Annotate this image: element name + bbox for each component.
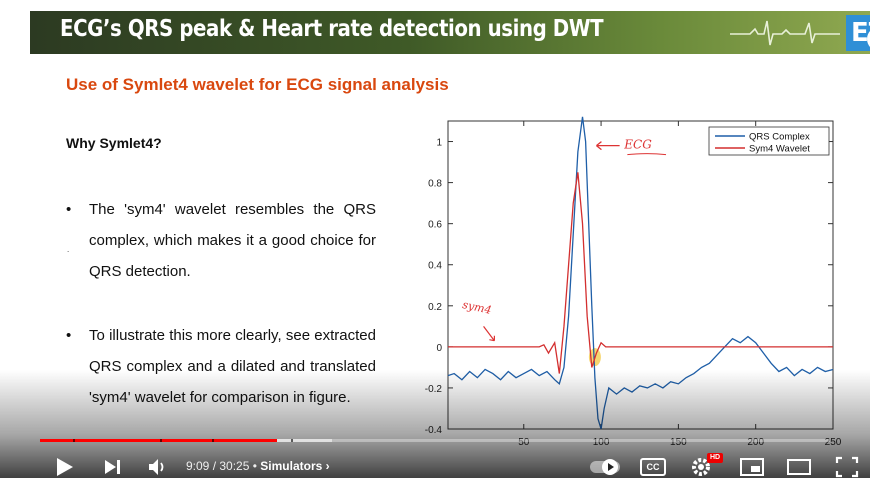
chapter-chevron[interactable]: ›: [325, 459, 330, 473]
current-time: 9:09: [186, 459, 210, 473]
info-icon[interactable]: i: [867, 27, 870, 51]
autoplay-toggle[interactable]: [588, 452, 624, 478]
time-separator: /: [209, 459, 220, 473]
ecg-arrow: [596, 141, 620, 151]
plot-area: [447, 120, 834, 430]
y-tick-label: 1: [436, 138, 442, 149]
y-tick-label: -0.4: [425, 425, 443, 436]
y-tick-label: 0.6: [428, 220, 442, 231]
time-display: 9:09 / 30:25 • Simulators ›: [186, 459, 330, 473]
hd-badge: HD: [707, 453, 723, 463]
title-banner: ECG’s QRS peak & Heart rate detection us…: [30, 11, 870, 54]
legend: [708, 126, 830, 156]
theater-mode-icon[interactable]: [785, 452, 813, 478]
captions-button[interactable]: CC: [640, 458, 666, 476]
legend-entry: QRS Complex: [749, 132, 810, 143]
sym4-annotation: sym4: [461, 298, 492, 317]
progress-bar[interactable]: [40, 439, 830, 442]
fullscreen-icon[interactable]: [833, 452, 861, 478]
y-tick-label: 0.2: [428, 302, 442, 313]
banner-title: ECG’s QRS peak & Heart rate detection us…: [60, 16, 604, 42]
bullet-text: The 'sym4' wavelet resembles the QRS com…: [89, 201, 376, 280]
chapter-marker: [291, 439, 293, 442]
play-icon[interactable]: [52, 452, 78, 478]
miniplayer-icon[interactable]: [738, 452, 766, 478]
chapter-marker: [73, 439, 75, 442]
ecg-annotation: ECG: [623, 138, 652, 152]
volume-icon[interactable]: [145, 452, 171, 478]
why-heading: Why Symlet4?: [66, 135, 162, 151]
settings-gear-icon[interactable]: [688, 452, 716, 478]
ecg-underline: [627, 153, 667, 156]
progress-played: [40, 439, 277, 442]
stray-dot: .: [67, 245, 70, 254]
slide-subtitle: Use of Symlet4 wavelet for ECG signal an…: [66, 75, 449, 94]
bullet-marker: •: [66, 327, 72, 344]
y-tick-label: 0.4: [428, 261, 442, 272]
bullet-item: • The 'sym4' wavelet resembles the QRS c…: [66, 194, 376, 287]
legend-entry: Sym4 Wavelet: [749, 144, 810, 155]
y-tick-label: -0.2: [425, 384, 443, 395]
bullet-text: To illustrate this more clearly, see ext…: [89, 327, 376, 406]
bullet-item: • To illustrate this more clearly, see e…: [66, 320, 376, 413]
chapter-title[interactable]: Simulators: [260, 459, 323, 473]
chapter-marker: [160, 439, 162, 442]
bullet-marker: •: [66, 201, 72, 218]
next-icon[interactable]: [100, 452, 126, 478]
sym4-arrow: [483, 325, 495, 342]
chapter-marker: [212, 439, 214, 442]
dot-separator: •: [249, 459, 261, 473]
channel-logo[interactable]: ET: [846, 15, 870, 51]
duration: 30:25: [219, 459, 250, 473]
y-tick-label: 0: [436, 343, 442, 354]
y-tick-label: 0.8: [428, 179, 442, 190]
series-line-sym4-wavelet: [448, 172, 833, 374]
ecg-line-icon: [730, 20, 840, 46]
